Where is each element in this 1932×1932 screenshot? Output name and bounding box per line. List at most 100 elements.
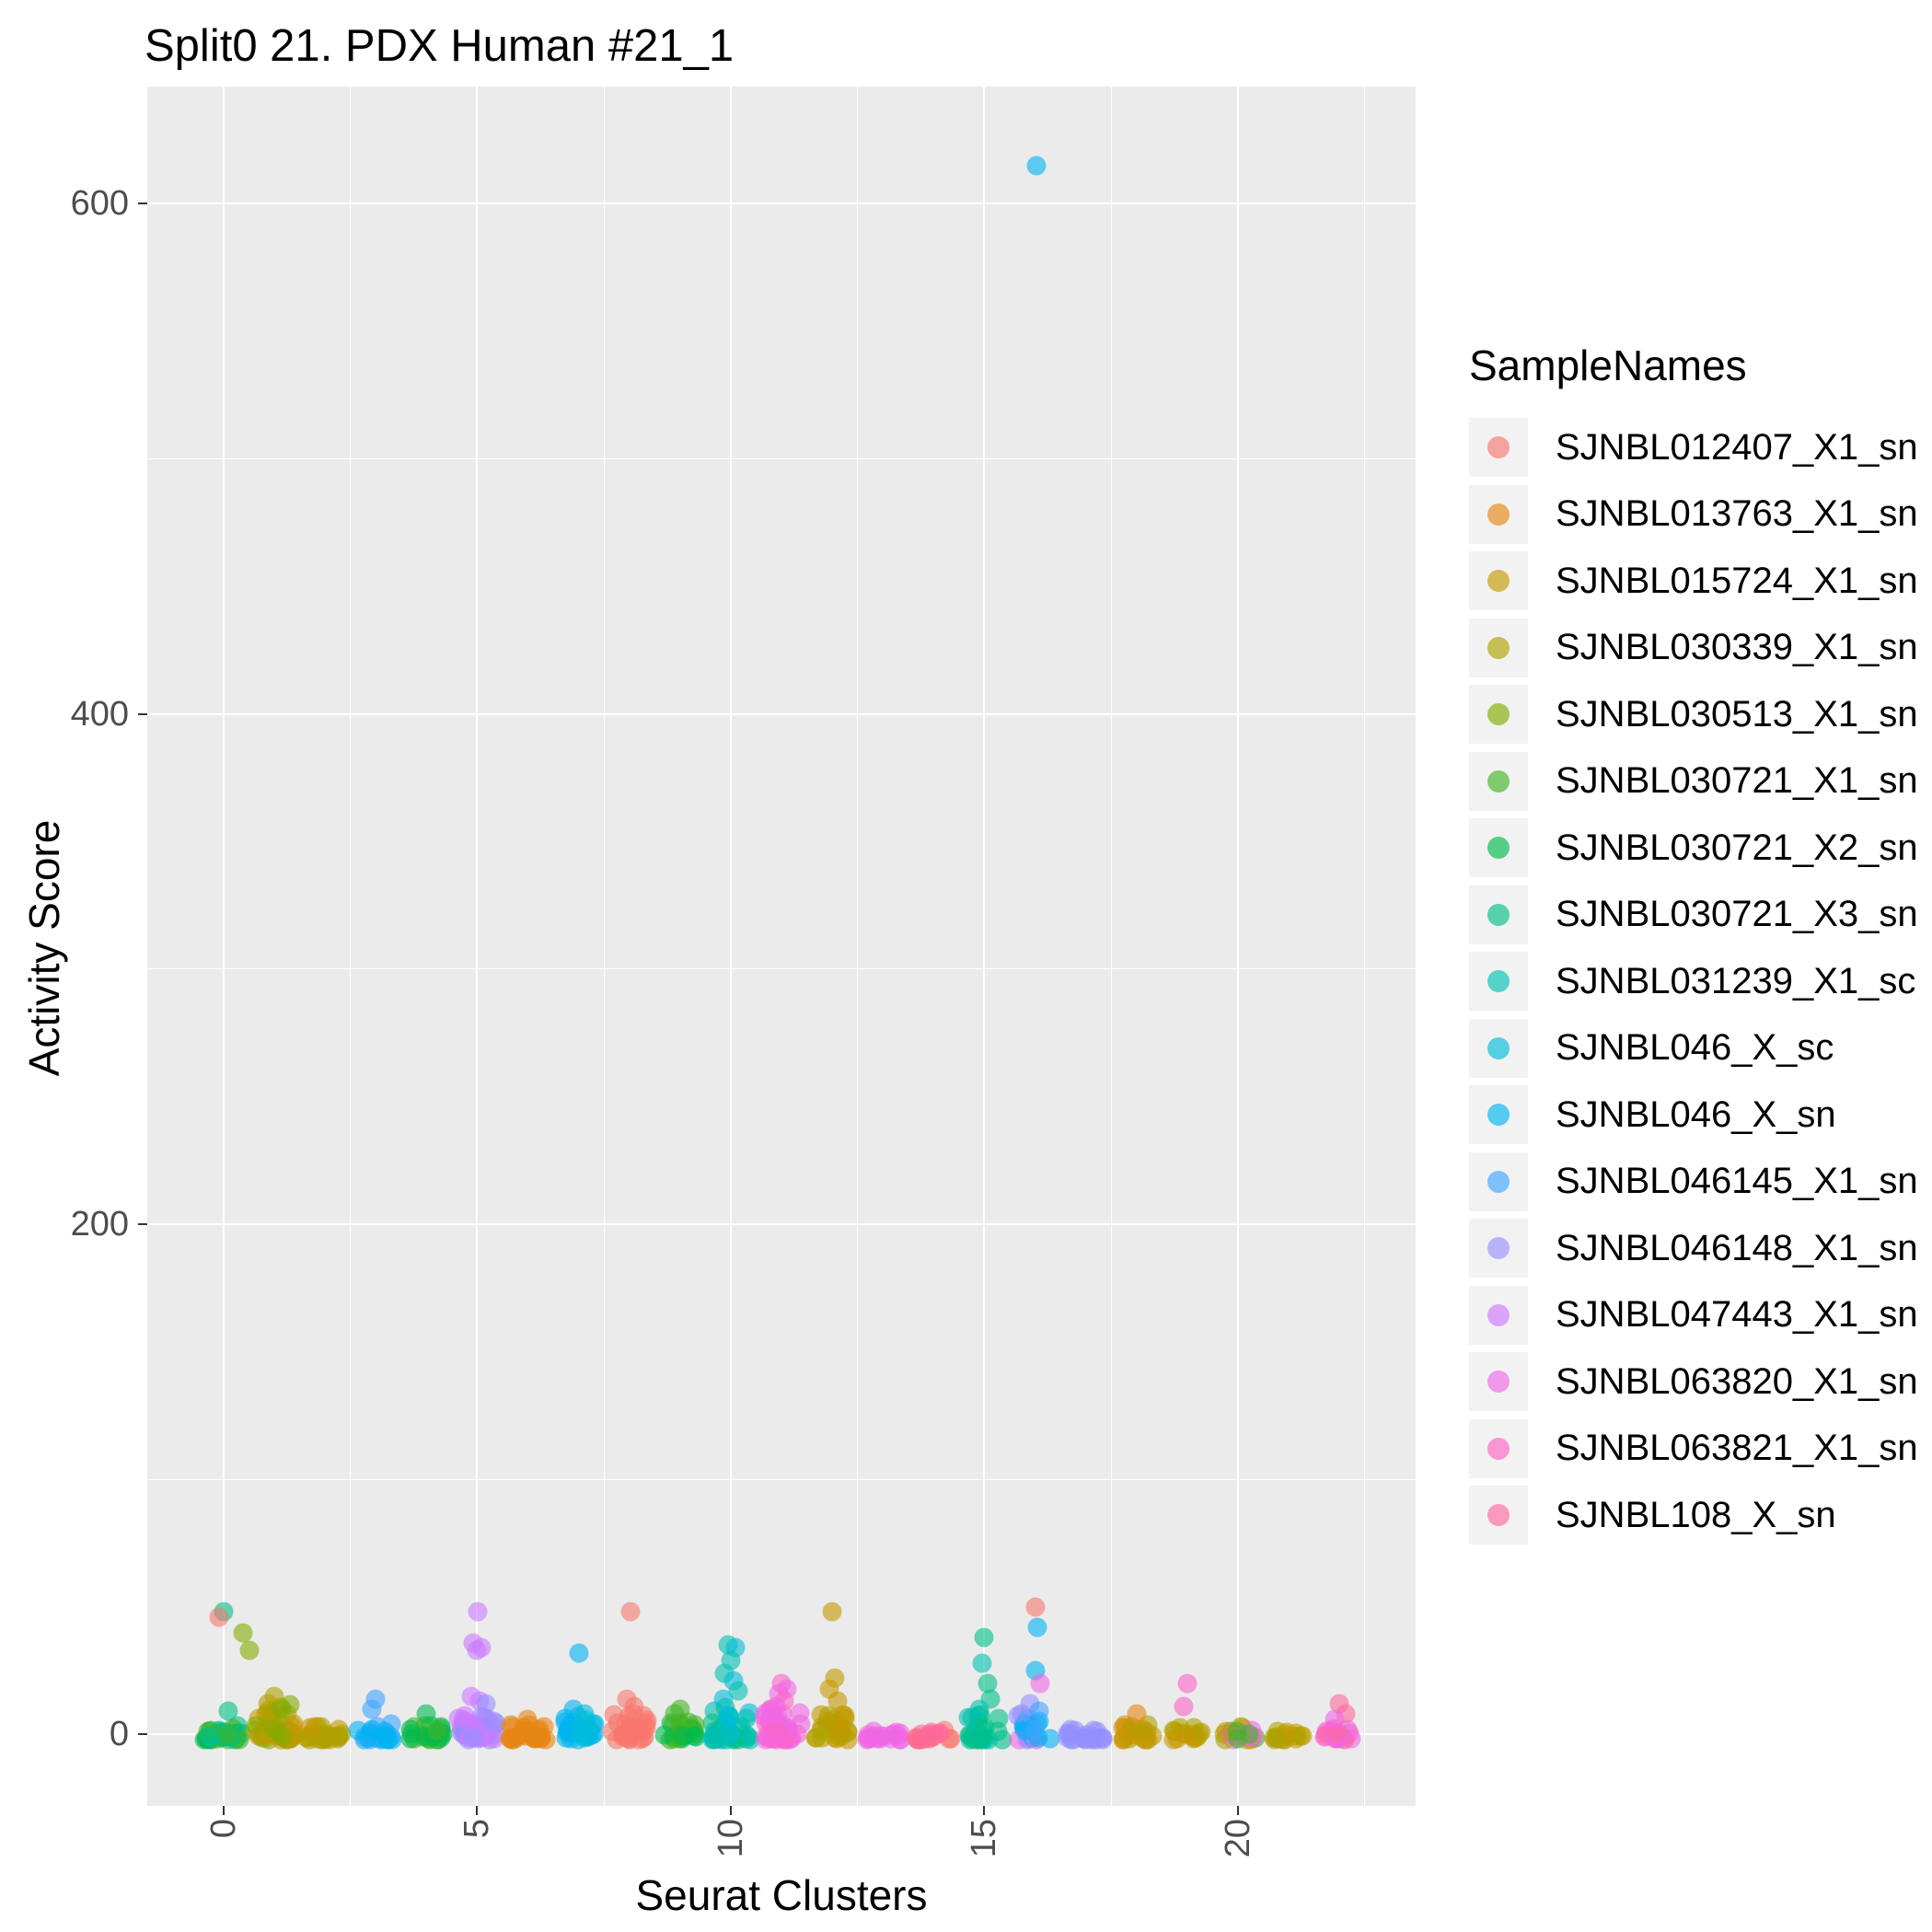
legend-item: SJNBL013763_X1_sn: [1469, 481, 1918, 549]
data-point: [272, 1727, 293, 1747]
data-point: [427, 1720, 447, 1741]
data-point: [711, 1730, 732, 1750]
legend-label: SJNBL046_X_sc: [1556, 1027, 1834, 1069]
legend-key: [1469, 1352, 1528, 1412]
data-point: [1264, 1728, 1284, 1748]
data-point: [464, 1728, 484, 1748]
legend-key: [1469, 618, 1528, 677]
legend-item: SJNBL030721_X1_sn: [1469, 748, 1918, 816]
gridline-major-x: [222, 87, 225, 1806]
data-point: [358, 1728, 378, 1748]
y-tick-label: 600: [70, 184, 129, 224]
data-point: [665, 1704, 685, 1724]
data-point: [768, 1722, 788, 1742]
gridline-major-y: [147, 202, 1416, 205]
legend-key: [1469, 551, 1528, 611]
legend-swatch-dot: [1487, 1237, 1510, 1260]
gridline-major-x: [983, 87, 986, 1806]
data-point: [972, 1653, 992, 1673]
data-point: [1174, 1696, 1194, 1717]
data-point: [1029, 1701, 1049, 1721]
legend-label: SJNBL108_X_sn: [1556, 1494, 1836, 1535]
data-point: [619, 1729, 639, 1749]
legend-swatch-dot: [1487, 1437, 1510, 1460]
gridline-minor-y: [147, 1478, 1416, 1480]
legend-item: SJNBL015724_X1_sn: [1469, 548, 1918, 615]
gridline-minor-y: [147, 968, 1416, 970]
legend-label: SJNBL031239_X1_sc: [1556, 960, 1916, 1001]
legend-items: SJNBL012407_X1_sn SJNBL013763_X1_sn SJNBL0…: [1469, 414, 1918, 1549]
x-tick: [1237, 1806, 1240, 1815]
data-point: [673, 1726, 693, 1746]
legend-item: SJNBL063820_X1_sn: [1469, 1348, 1918, 1416]
data-point: [467, 1640, 487, 1660]
data-point: [1127, 1704, 1147, 1724]
y-tick-label: 400: [70, 694, 129, 734]
data-point: [1325, 1709, 1345, 1730]
legend-label: SJNBL046145_X1_sn: [1556, 1161, 1918, 1202]
legend-key: [1469, 952, 1528, 1012]
data-point: [574, 1704, 595, 1724]
y-axis-title: Activity Score: [20, 819, 68, 1077]
data-point: [632, 1729, 653, 1749]
legend-label: SJNBL012407_X1_sn: [1556, 426, 1918, 468]
data-point: [1024, 1719, 1045, 1740]
legend-label: SJNBL030339_X1_sn: [1556, 627, 1918, 668]
legend-swatch-dot: [1487, 1036, 1510, 1059]
data-point: [401, 1724, 422, 1744]
x-tick: [222, 1806, 225, 1815]
data-point: [1026, 156, 1047, 176]
data-point: [239, 1640, 260, 1660]
gridline-major-x: [729, 87, 732, 1806]
gridline-minor-x: [1364, 87, 1366, 1806]
legend-label: SJNBL046148_X1_sn: [1556, 1227, 1918, 1268]
data-point: [911, 1724, 931, 1744]
legend-item: SJNBL012407_X1_sn: [1469, 414, 1918, 481]
legend-item: SJNBL030721_X3_sn: [1469, 882, 1918, 949]
data-point: [1163, 1730, 1184, 1750]
data-point: [448, 1708, 469, 1729]
y-tick: [138, 1733, 147, 1736]
legend-label: SJNBL063821_X1_sn: [1556, 1428, 1918, 1469]
legend-item: SJNBL108_X_sn: [1469, 1482, 1918, 1549]
legend-label: SJNBL015724_X1_sn: [1556, 560, 1918, 601]
legend-key: [1469, 1085, 1528, 1145]
legend-item: SJNBL063821_X1_sn: [1469, 1416, 1918, 1483]
data-point: [988, 1721, 1008, 1741]
legend-swatch-dot: [1487, 503, 1510, 526]
data-point: [620, 1602, 641, 1622]
data-point: [858, 1728, 878, 1748]
legend-swatch-dot: [1487, 570, 1510, 593]
legend-label: SJNBL030513_X1_sn: [1556, 693, 1918, 735]
data-point: [718, 1706, 738, 1726]
gridline-minor-y: [147, 458, 1416, 460]
data-point: [624, 1696, 644, 1717]
legend-item: SJNBL030339_X1_sn: [1469, 615, 1918, 682]
x-tick-label: 20: [1219, 1819, 1258, 1858]
gridline-minor-x: [1110, 87, 1112, 1806]
data-point: [790, 1703, 810, 1723]
data-point: [728, 1681, 748, 1701]
legend-key: [1469, 818, 1528, 878]
y-tick-label: 0: [109, 1715, 129, 1754]
legend-item: SJNBL046_X_sn: [1469, 1082, 1918, 1149]
legend-swatch-dot: [1487, 1170, 1510, 1193]
data-point: [827, 1691, 848, 1711]
legend-swatch-dot: [1487, 1371, 1510, 1394]
plot-title: Split0 21. PDX Human #21_1: [145, 21, 735, 71]
plot-panel: [147, 87, 1416, 1806]
legend-label: SJNBL047443_X1_sn: [1556, 1294, 1918, 1336]
legend-key: [1469, 751, 1528, 811]
legend-item: SJNBL031239_X1_sc: [1469, 948, 1918, 1015]
data-point: [835, 1706, 855, 1726]
legend-swatch-dot: [1487, 1104, 1510, 1127]
legend-item: SJNBL046148_X1_sn: [1469, 1215, 1918, 1282]
legend-swatch-dot: [1487, 970, 1510, 993]
legend-swatch-dot: [1487, 636, 1510, 659]
y-tick: [138, 712, 147, 715]
data-point: [654, 1725, 675, 1745]
legend-key: [1469, 484, 1528, 544]
gridline-major-y: [147, 1223, 1416, 1226]
y-tick-label: 200: [70, 1205, 129, 1244]
data-point: [972, 1730, 992, 1750]
